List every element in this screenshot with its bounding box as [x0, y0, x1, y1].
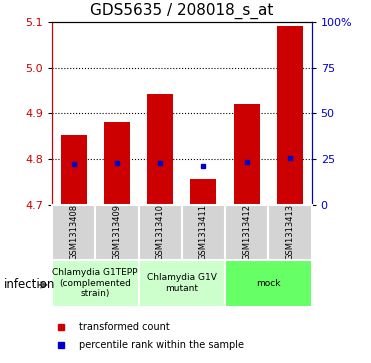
Text: GSM1313412: GSM1313412 — [242, 204, 251, 260]
Text: GSM1313411: GSM1313411 — [199, 204, 208, 260]
Bar — [277, 26, 303, 205]
Text: GSM1313413: GSM1313413 — [286, 204, 295, 260]
Bar — [104, 122, 130, 205]
Text: infection: infection — [4, 278, 55, 291]
Text: Chlamydia G1V
mutant: Chlamydia G1V mutant — [147, 273, 217, 293]
Text: percentile rank within the sample: percentile rank within the sample — [79, 339, 244, 350]
Bar — [182, 205, 225, 260]
Bar — [138, 260, 225, 307]
Text: transformed count: transformed count — [79, 322, 170, 332]
Bar — [190, 179, 216, 205]
Bar — [52, 205, 95, 260]
Bar — [225, 260, 312, 307]
Bar — [60, 135, 86, 205]
Bar — [52, 260, 138, 307]
Bar — [95, 205, 138, 260]
Text: GSM1313408: GSM1313408 — [69, 204, 78, 260]
Bar — [225, 205, 268, 260]
Text: mock: mock — [256, 279, 280, 287]
Text: GSM1313409: GSM1313409 — [112, 204, 121, 260]
Text: GSM1313410: GSM1313410 — [156, 204, 165, 260]
Bar — [147, 94, 173, 205]
Text: Chlamydia G1TEPP
(complemented
strain): Chlamydia G1TEPP (complemented strain) — [52, 268, 138, 298]
Bar — [138, 205, 182, 260]
Title: GDS5635 / 208018_s_at: GDS5635 / 208018_s_at — [90, 3, 273, 19]
Bar — [268, 205, 312, 260]
Bar — [234, 104, 260, 205]
